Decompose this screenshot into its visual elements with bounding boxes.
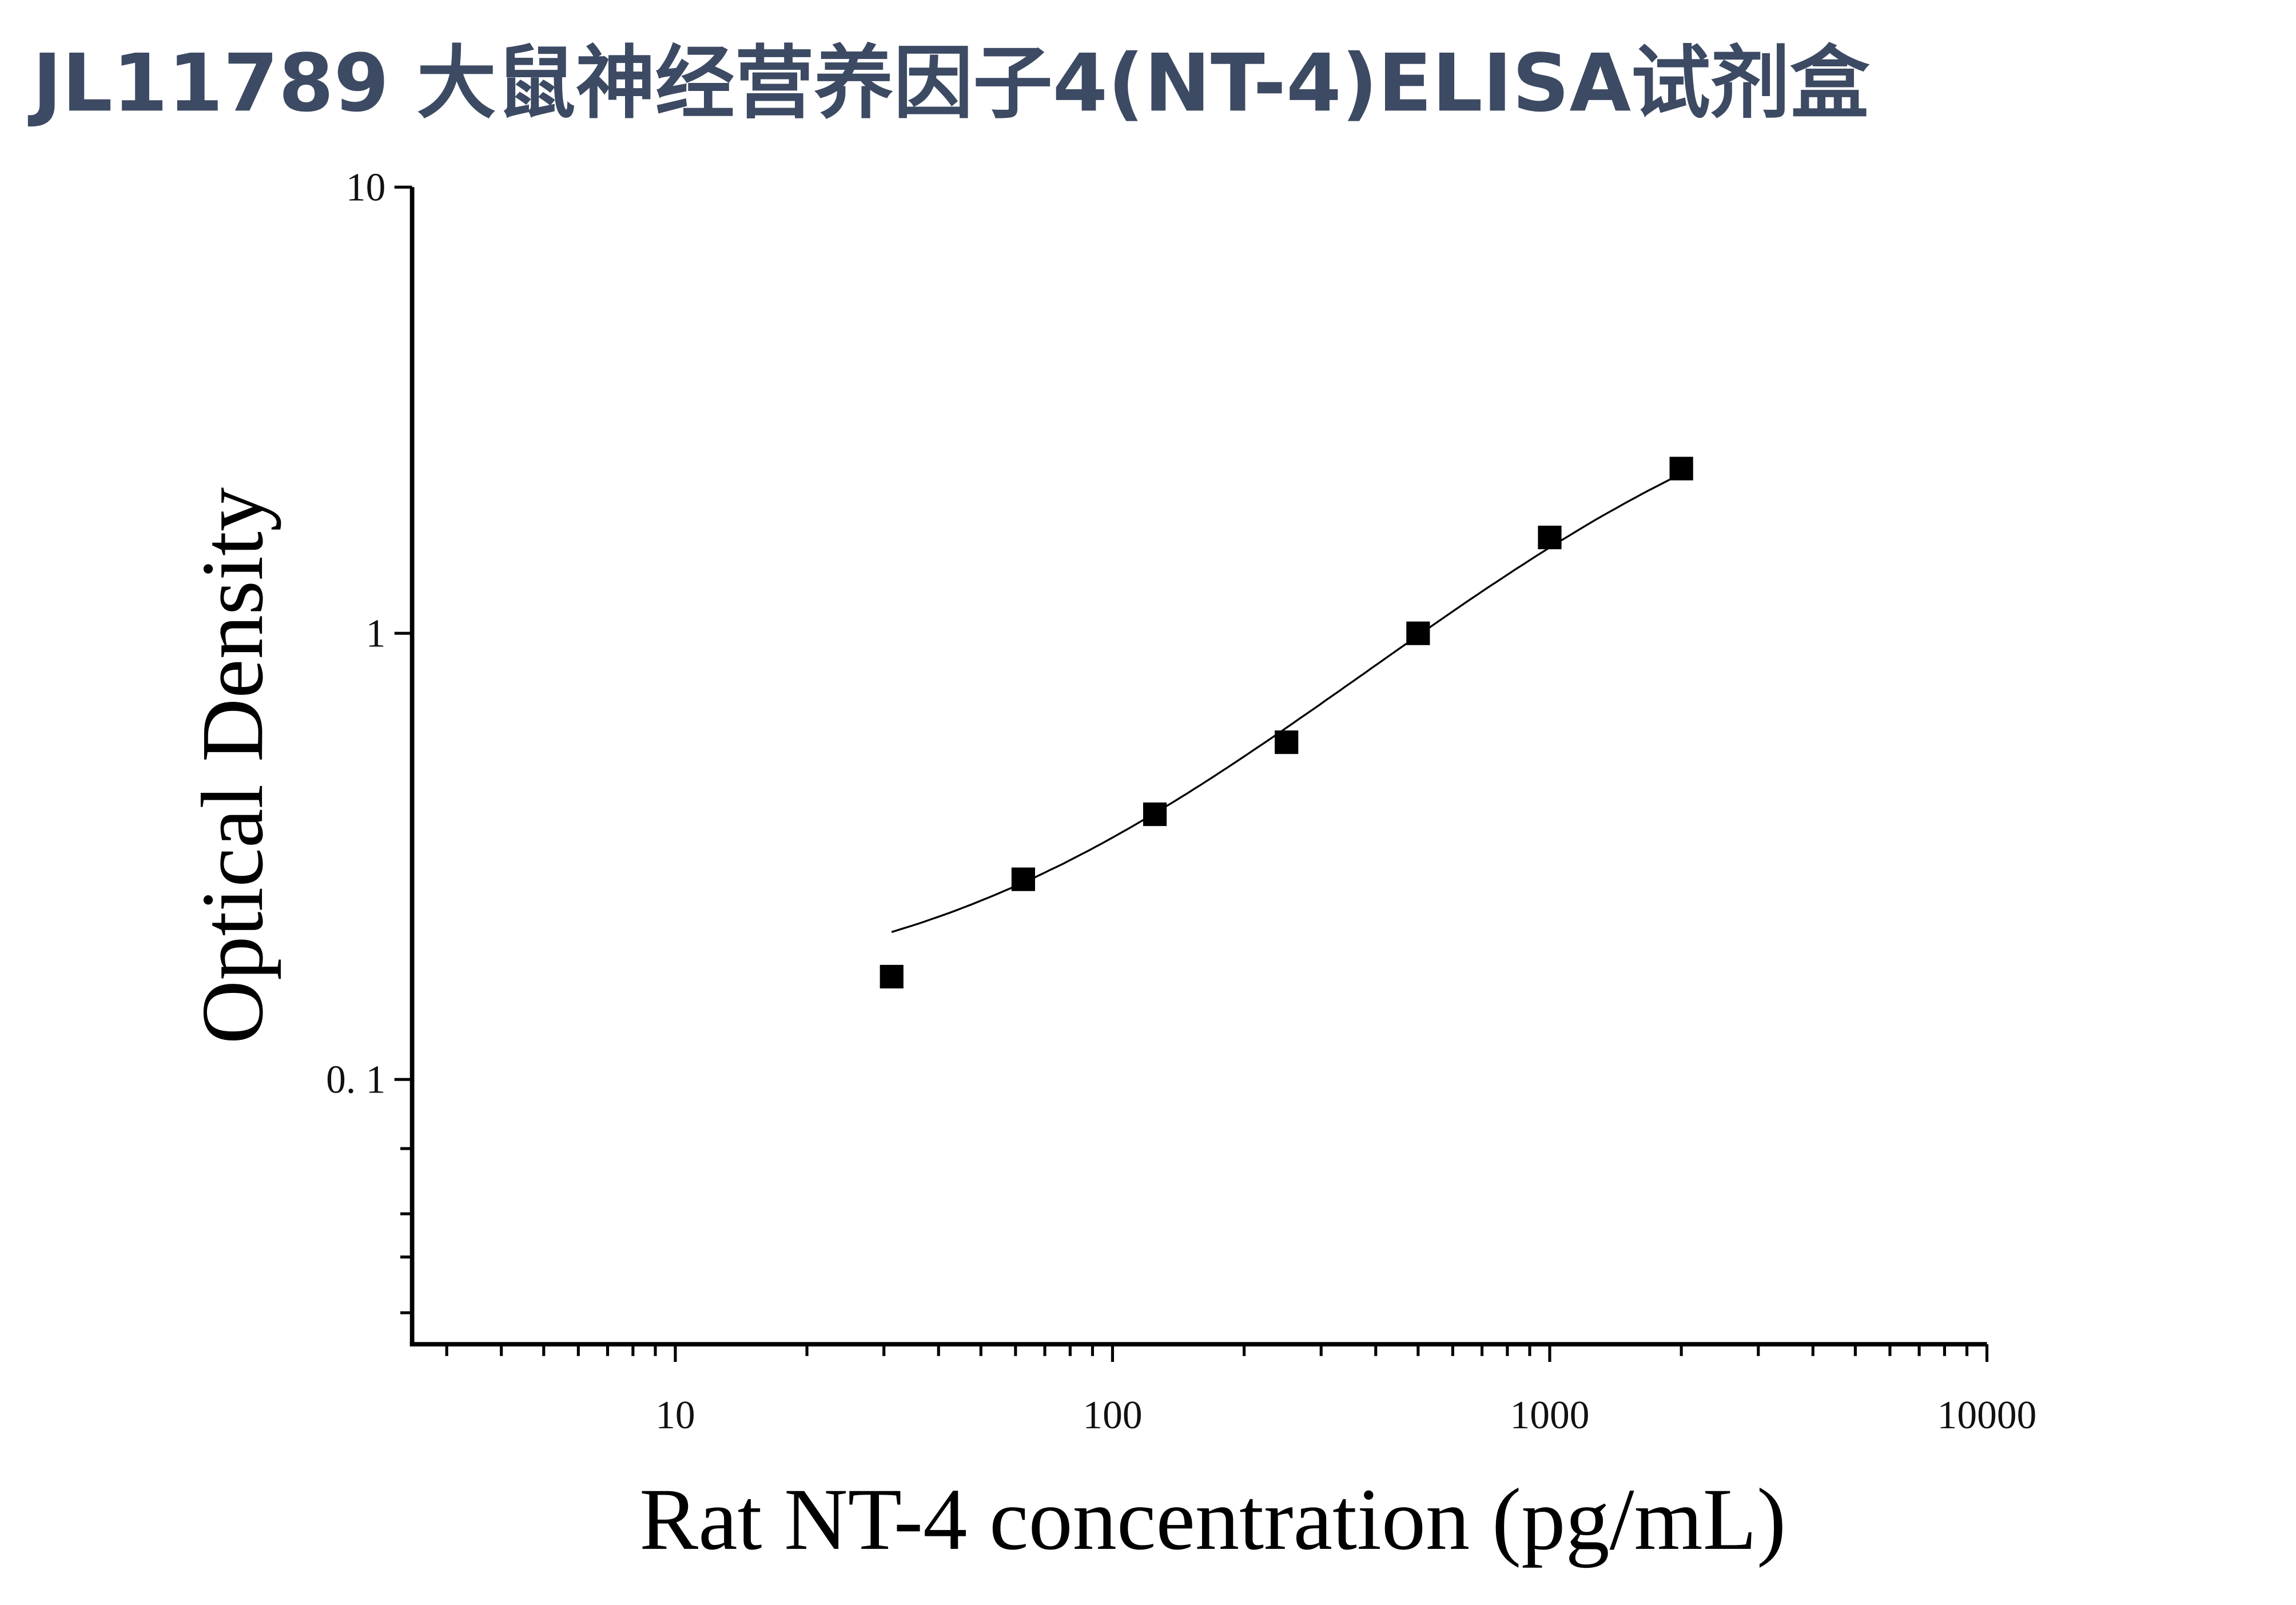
- chart-title: JL11789 大鼠神经营养因子4(NT-4)ELISA试剂盒: [28, 37, 1870, 129]
- data-point: [1538, 526, 1562, 550]
- plot-area: [880, 456, 1693, 989]
- y-tick-label: 10: [346, 165, 385, 209]
- data-point: [1406, 621, 1430, 645]
- x-tick-label: 100: [1083, 1393, 1142, 1437]
- data-point: [1669, 456, 1693, 480]
- data-point: [1143, 802, 1167, 827]
- tick-labels: 10 100 1000 10000 0. 1 1 10: [326, 165, 2036, 1437]
- x-tick-label: 10: [655, 1393, 695, 1437]
- y-tick-label: 1: [366, 611, 386, 655]
- x-tick-label: 1000: [1510, 1393, 1590, 1437]
- y-axis-label: Optical Density: [184, 487, 281, 1044]
- data-point: [1275, 730, 1299, 754]
- x-tick-label: 10000: [1937, 1393, 2037, 1437]
- data-point: [880, 964, 904, 989]
- axes: [394, 185, 1989, 1362]
- data-point: [1011, 867, 1035, 891]
- y-tick-label: 0. 1: [326, 1058, 385, 1102]
- x-axis-label: Rat NT-4 concentration (pg/mL): [639, 1471, 1786, 1568]
- fit-curve: [891, 473, 1682, 933]
